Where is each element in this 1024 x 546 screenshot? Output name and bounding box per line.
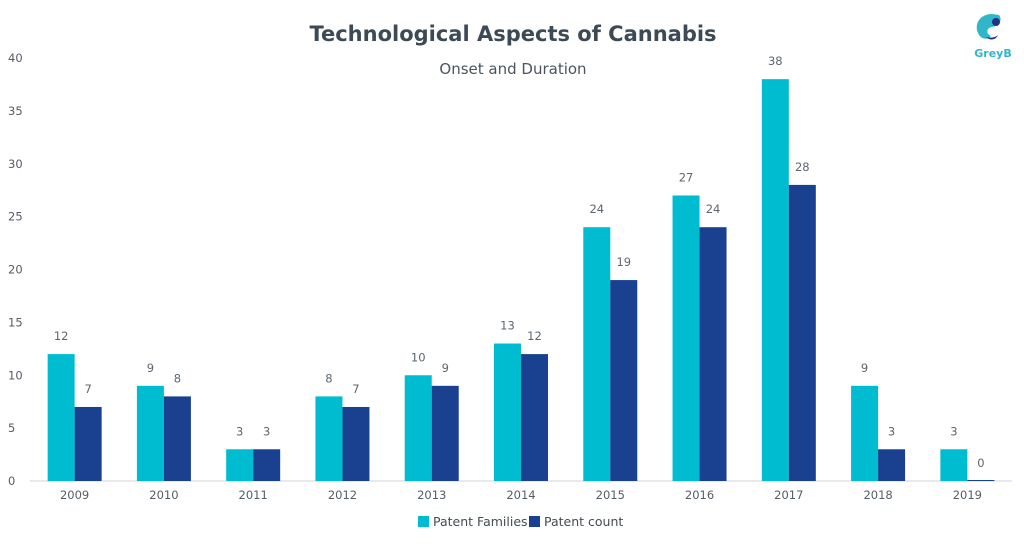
data-label: 9	[147, 361, 154, 375]
bar-patent-families-2010	[136, 385, 164, 481]
data-label: 12	[527, 329, 542, 343]
data-label: 24	[706, 202, 721, 216]
bar-patent-families-2017	[761, 79, 789, 482]
bar-patent-families-2014	[494, 343, 521, 481]
y-tick-label: 20	[8, 263, 23, 277]
greyb-logo: GreyB	[974, 14, 1012, 60]
legend-swatch	[529, 516, 540, 527]
legend-label: Patent Families	[433, 514, 528, 529]
bar-patent-count-2016	[699, 227, 727, 481]
y-tick-label: 25	[8, 210, 23, 224]
legend-label: Patent count	[544, 514, 623, 529]
y-tick-label: 35	[8, 104, 23, 118]
greyb-logo-icon	[976, 14, 1001, 40]
data-label: 27	[679, 170, 694, 184]
bar-patent-families-2009	[47, 354, 75, 481]
data-label: 7	[352, 382, 359, 396]
bar-patent-count-2012	[342, 406, 370, 481]
data-label: 28	[795, 160, 810, 174]
bar-patent-families-2012	[315, 396, 343, 481]
x-tick-label: 2015	[596, 488, 625, 502]
y-tick-label: 40	[8, 51, 23, 65]
data-label: 0	[977, 456, 984, 470]
x-axis: 2009 2010 2011 2012 2013 2014 2015 2016 2017 2018…	[60, 488, 982, 502]
data-label: 3	[950, 424, 957, 438]
chart-subtitle: Onset and Duration	[439, 60, 586, 78]
x-tick-label: 2009	[60, 488, 89, 502]
greyb-logo-text: GreyB	[974, 47, 1011, 60]
data-label: 10	[411, 350, 426, 364]
y-tick-label: 30	[8, 157, 23, 171]
y-tick-label: 0	[8, 474, 15, 488]
bar-patent-families-2011	[226, 449, 254, 481]
y-tick-label: 10	[8, 368, 23, 382]
data-label: 38	[768, 54, 783, 68]
data-label: 8	[325, 371, 332, 385]
x-tick-label: 2017	[774, 488, 803, 502]
data-label: 19	[616, 255, 631, 269]
x-tick-label: 2010	[149, 488, 178, 502]
data-label: 9	[861, 361, 868, 375]
x-tick-label: 2012	[328, 488, 357, 502]
data-label: 9	[442, 361, 449, 375]
data-label: 12	[54, 329, 69, 343]
x-tick-label: 2014	[506, 488, 535, 502]
x-tick-label: 2019	[953, 488, 982, 502]
x-tick-label: 2011	[239, 488, 268, 502]
x-tick-label: 2013	[417, 488, 446, 502]
bar-patent-count-2010	[163, 396, 191, 481]
x-tick-label: 2016	[685, 488, 714, 502]
data-label: 3	[236, 424, 243, 438]
legend: Patent Families Patent count	[418, 514, 623, 529]
data-label: 13	[500, 319, 515, 333]
legend-swatch	[418, 516, 429, 527]
bars	[47, 79, 995, 482]
bar-patent-families-2013	[404, 375, 432, 481]
bar-patent-count-2013	[431, 385, 459, 481]
bar-patent-families-2018	[851, 385, 879, 481]
x-tick-label: 2018	[863, 488, 892, 502]
data-label: 7	[84, 382, 91, 396]
bar-patent-families-2019	[940, 449, 968, 481]
bar-patent-count-2009	[74, 406, 102, 481]
y-tick-label: 5	[8, 421, 15, 435]
bar-patent-count-2011	[253, 449, 281, 481]
data-label: 3	[263, 424, 270, 438]
bar-patent-count-2015	[610, 280, 638, 481]
chart-title: Technological Aspects of Cannabis	[309, 22, 716, 46]
bar-patent-count-2019	[967, 480, 995, 481]
bar-patent-count-2014	[521, 354, 548, 481]
bar-patent-count-2017	[788, 184, 816, 481]
bar-patent-families-2015	[583, 227, 611, 481]
data-label: 8	[174, 371, 181, 385]
bar-patent-families-2016	[672, 195, 700, 481]
data-label: 3	[888, 424, 895, 438]
data-label: 24	[589, 202, 604, 216]
bar-patent-count-2018	[878, 449, 906, 481]
y-tick-label: 15	[8, 315, 23, 329]
y-axis: 0 5 10 15 20 25 30 35 40	[8, 51, 23, 488]
